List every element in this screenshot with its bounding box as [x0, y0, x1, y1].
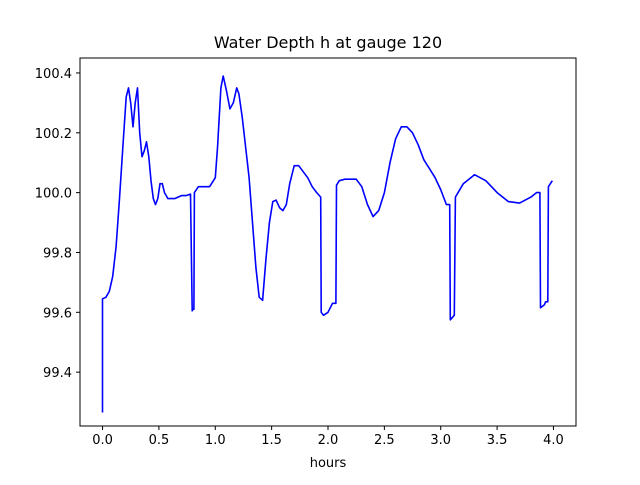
plot-area — [101, 75, 553, 413]
x-axis: 0.0 0.5 1.0 1.5 2.0 2.5 3.0 3.5 4.0 — [92, 426, 564, 448]
chart-title: Water Depth h at gauge 120 — [214, 33, 442, 52]
y-tick-label: 99.8 — [43, 246, 72, 261]
y-tick-label: 99.4 — [43, 366, 72, 381]
x-tick-label: 3.5 — [487, 433, 508, 448]
x-tick-label: 3.0 — [430, 433, 451, 448]
x-tick-label: 0.5 — [149, 433, 170, 448]
y-tick-label: 99.6 — [43, 306, 72, 321]
x-tick-label: 4.0 — [543, 433, 564, 448]
x-tick-label: 1.5 — [261, 433, 282, 448]
y-tick-label: 100.4 — [35, 67, 72, 82]
y-axis: 99.4 99.6 99.8 100.0 100.2 100.4 — [35, 67, 80, 381]
x-tick-label: 2.0 — [318, 433, 339, 448]
x-tick-label: 0.0 — [92, 433, 113, 448]
x-axis-label: hours — [310, 456, 347, 471]
y-tick-label: 100.2 — [35, 127, 72, 142]
x-tick-label: 2.5 — [374, 433, 395, 448]
y-tick-label: 100.0 — [35, 187, 72, 202]
x-tick-label: 1.0 — [205, 433, 226, 448]
series-line-0 — [101, 75, 553, 413]
